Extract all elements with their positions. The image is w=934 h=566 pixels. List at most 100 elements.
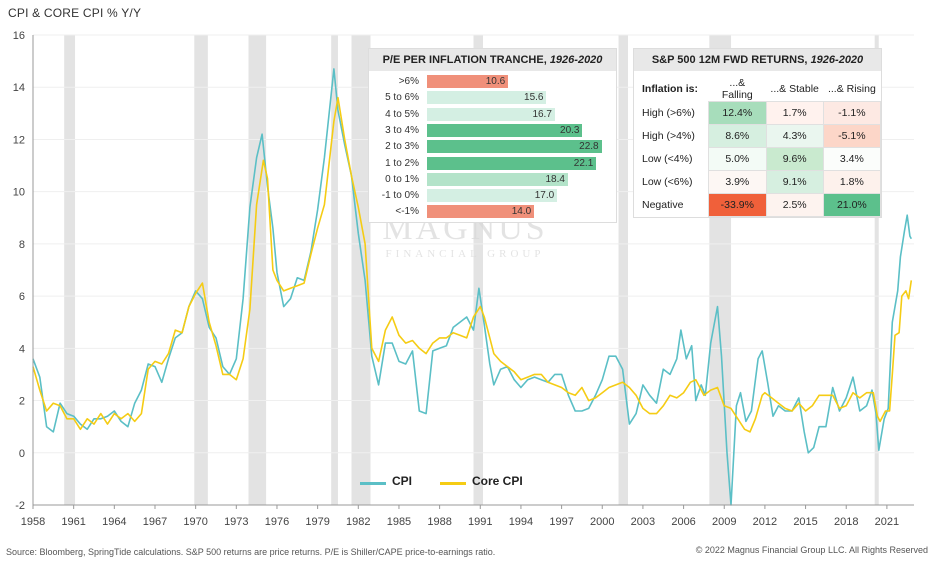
sp-table-row: Low (<4%) 5.0% 9.6% 3.4% [638, 147, 882, 171]
x-tick-label: 1967 [143, 516, 167, 528]
recession-band [618, 35, 629, 505]
pe-row-label: 5 to 6% [385, 92, 419, 104]
sp500-returns-panel: S&P 500 12M FWD RETURNS, 1926-2020 Infla… [633, 48, 882, 218]
x-tick-label: 2012 [753, 516, 777, 528]
sp-row-label: High (>6%) [642, 107, 695, 119]
recession-band [473, 35, 483, 505]
series-lines [32, 68, 913, 506]
sp-header-label: Inflation is: [642, 83, 698, 96]
pe-bar-value: 17.0 [534, 190, 555, 202]
sp-table-row: Low (<6%) 3.9% 9.1% 1.8% [638, 170, 882, 194]
pe-row: <-1% 14.0 [369, 204, 616, 219]
sp-return-cell: 9.6% [765, 147, 824, 171]
x-tick-label: 1985 [387, 516, 411, 528]
pe-row: 1 to 2% 22.1 [369, 156, 616, 171]
x-tick-label: 2021 [875, 516, 899, 528]
x-tick-label: 1958 [21, 516, 45, 528]
sp-return-cell: 9.1% [765, 170, 824, 194]
x-tick-label: 2006 [671, 516, 695, 528]
pe-bar-value: 22.8 [579, 141, 599, 153]
pe-panel-title: P/E PER INFLATION TRANCHE, 1926-2020 [369, 49, 616, 71]
y-tick-label: 8 [19, 239, 25, 251]
sp-table-row: Negative -33.9% 2.5% 21.0% [638, 193, 882, 217]
pe-row-label: 3 to 4% [385, 124, 419, 136]
x-tick-label: 1970 [183, 516, 207, 528]
x-tick-label: 1994 [509, 516, 533, 528]
sp-panel-title: S&P 500 12M FWD RETURNS, 1926-2020 [634, 49, 881, 71]
sp-return-cell: 1.8% [822, 170, 882, 194]
pe-row-label: 0 to 1% [385, 173, 419, 185]
series-line-core-cpi [32, 96, 913, 433]
sp-return-cell: -1.1% [822, 101, 882, 125]
x-tick-label: 2015 [793, 516, 817, 528]
sp-row-label: High (>4%) [642, 130, 695, 142]
x-tick-label: 1976 [265, 516, 289, 528]
sp-return-cell: 21.0% [822, 193, 882, 217]
pe-row: 0 to 1% 18.4 [369, 172, 616, 187]
x-tick-label: 1961 [61, 516, 85, 528]
pe-row-label: 4 to 5% [385, 108, 419, 120]
pe-bar-value: 15.6 [524, 92, 544, 104]
legend-swatch-cpi [360, 482, 386, 485]
pe-row: >6% 10.6 [369, 74, 616, 89]
x-tick-label: 1979 [305, 516, 329, 528]
x-tick-label: 1964 [102, 516, 126, 528]
pe-row-label: 2 to 3% [385, 141, 419, 153]
pe-row: 2 to 3% 22.8 [369, 139, 616, 154]
sp-row-label: Low (<6%) [642, 176, 693, 188]
recession-band [331, 35, 338, 505]
pe-bar: 14.0 [427, 205, 535, 219]
sp-table-row: High (>4%) 8.6% 4.3% -5.1% [638, 124, 882, 148]
chart-title: CPI & CORE CPI % Y/Y [8, 6, 142, 20]
pe-bar: 18.4 [427, 172, 568, 186]
x-tick-label: 2000 [590, 516, 614, 528]
pe-row: -1 to 0% 17.0 [369, 188, 616, 203]
source-note: Source: Bloomberg, SpringTide calculatio… [6, 547, 496, 557]
y-tick-label: 6 [19, 291, 25, 303]
legend-swatch-core [440, 482, 466, 485]
y-tick-label: -2 [15, 500, 25, 512]
pe-bar: 10.6 [427, 75, 509, 88]
x-tick-label: 2003 [631, 516, 655, 528]
pe-bar: 16.7 [427, 107, 555, 121]
sp-col-header: ...& Stable [770, 83, 819, 95]
pe-row: 4 to 5% 16.7 [369, 107, 616, 122]
sp-return-cell: 8.6% [708, 124, 767, 148]
pe-bar-value: 14.0 [511, 206, 532, 218]
y-tick-label: 12 [13, 134, 25, 146]
sp-header-row: Inflation is: ...& Falling ...& Stable .… [638, 77, 881, 102]
recession-band [248, 35, 267, 505]
recession-band [351, 35, 371, 505]
pe-row-label: >6% [398, 76, 419, 87]
sp-returns-table: Inflation is: ...& Falling ...& Stable .… [638, 77, 882, 217]
pe-bar: 22.8 [427, 140, 602, 154]
recession-band [874, 35, 879, 505]
x-tick-label: 2009 [712, 516, 736, 528]
pe-bar-value: 20.3 [560, 124, 580, 136]
recession-band [64, 35, 76, 505]
pe-bar: 15.6 [427, 91, 547, 105]
sp-table-row: High (>6%) 12.4% 1.7% -1.1% [638, 101, 882, 125]
sp-return-cell: 3.9% [708, 170, 767, 194]
pe-row: 3 to 4% 20.3 [369, 123, 616, 138]
sp-row-label: Low (<4%) [642, 153, 693, 165]
watermark-line2: FINANCIAL GROUP [385, 248, 545, 260]
y-tick-label: 2 [19, 396, 25, 408]
pe-row-label: <-1% [395, 206, 419, 218]
x-tick-label: 2018 [834, 516, 858, 528]
x-tick-label: 1997 [549, 516, 573, 528]
pe-row-label: -1 to 0% [381, 190, 419, 202]
x-tick-label: 1988 [427, 516, 451, 528]
pe-inflation-panel: P/E PER INFLATION TRANCHE, 1926-2020 >6%… [368, 48, 617, 223]
pe-bar-value: 10.6 [485, 76, 506, 87]
sp-return-cell: -5.1% [822, 124, 882, 148]
y-tick-label: 4 [19, 343, 25, 355]
sp-return-cell: 4.3% [765, 124, 824, 148]
y-tick-label: 14 [13, 82, 25, 94]
sp-return-cell: 5.0% [708, 147, 767, 171]
pe-bar: 17.0 [427, 189, 558, 203]
x-tick-label: 1973 [224, 516, 248, 528]
y-tick-label: 0 [19, 448, 25, 460]
pe-bar-value: 22.1 [573, 157, 594, 169]
